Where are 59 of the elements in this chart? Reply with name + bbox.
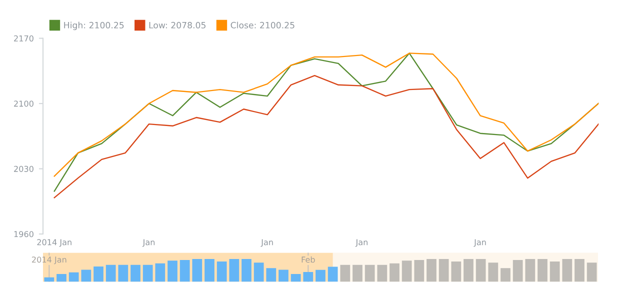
bar (538, 259, 548, 282)
bar (377, 264, 388, 282)
bar (500, 268, 510, 282)
x-tick-label: Jan (260, 239, 273, 247)
bar (168, 260, 178, 282)
bar (180, 260, 190, 282)
bar (303, 272, 314, 282)
bar (586, 262, 597, 282)
bar (464, 259, 474, 282)
x-tick-label: Feb (302, 256, 315, 263)
bar (142, 264, 153, 282)
x-tick-label: 2014 Jan (37, 239, 72, 247)
bar (204, 259, 214, 282)
y-tick-label: 2030 (14, 166, 34, 172)
bar (550, 262, 560, 282)
bar (562, 259, 572, 282)
line-series (54, 74, 599, 198)
bar (94, 266, 104, 282)
bar (81, 270, 92, 282)
bar (118, 264, 128, 282)
bar (278, 270, 288, 282)
bar (390, 263, 400, 282)
bar (192, 259, 202, 282)
bar (290, 274, 301, 282)
legend-label: Low: 2078.05 (149, 22, 206, 28)
bar (216, 262, 227, 282)
bar (574, 259, 584, 282)
bar (414, 260, 424, 282)
bar (328, 266, 338, 282)
bar (512, 260, 523, 282)
x-tick-label: Jan (474, 239, 486, 247)
x-tick-label: Jan (355, 239, 368, 247)
legend-label: Close: 2100.25 (230, 22, 294, 28)
bar (68, 272, 79, 282)
bar (242, 259, 252, 282)
y-tick-label: 2170 (14, 35, 34, 42)
bar (106, 264, 116, 282)
bar (438, 259, 449, 282)
bar (340, 264, 350, 282)
bar (525, 259, 536, 282)
bar (266, 268, 276, 282)
bar (155, 263, 166, 282)
bar (476, 259, 486, 282)
bar (254, 262, 264, 282)
bar (488, 262, 498, 282)
bar (316, 270, 326, 282)
legend-label: High: 2100.25 (64, 22, 124, 30)
bar (44, 277, 54, 282)
bar (426, 259, 436, 282)
bar (352, 264, 362, 282)
bar (229, 259, 240, 282)
y-tick-label: 2100 (14, 100, 34, 107)
x-tick-label: Jan (142, 239, 155, 247)
bar (402, 260, 412, 282)
y-tick-label: 1960 (14, 231, 34, 238)
bar (130, 264, 140, 282)
bar (451, 262, 462, 282)
bar (364, 264, 375, 282)
bar (56, 274, 66, 282)
